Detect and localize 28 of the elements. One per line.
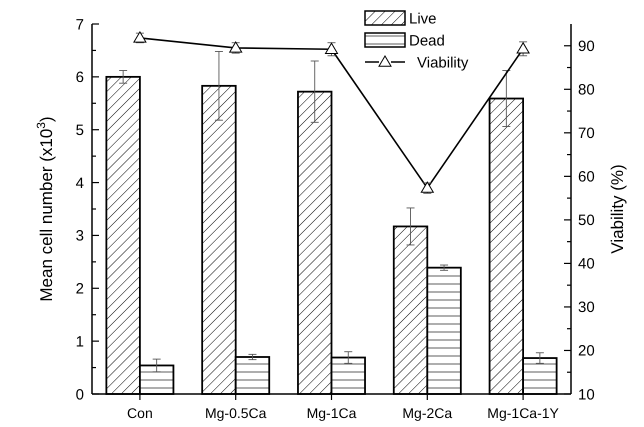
x-tick-label: Mg-2Ca	[402, 405, 452, 421]
y2-tick-label: 40	[578, 256, 595, 273]
y2-tick-label: 70	[578, 125, 595, 142]
point	[325, 42, 338, 54]
y2-tick-label: 90	[578, 38, 595, 56]
y2-tick-label: 10	[578, 386, 595, 404]
x-tick-label: Mg-1Ca	[306, 405, 357, 421]
y2-tick-label: 80	[578, 82, 595, 99]
y2-tick-label: 20	[578, 342, 595, 360]
x-tick-label: Mg-0.5Ca	[204, 405, 267, 421]
x-tick-label: Con	[127, 405, 153, 421]
y-tick-label: 7	[76, 16, 84, 34]
y2-tick-label: 60	[578, 168, 595, 186]
legend-label: Viability	[417, 54, 469, 72]
y-tick-label: 5	[76, 122, 84, 139]
y-tick-label: 3	[76, 228, 84, 245]
y2-tick-label: 50	[578, 212, 595, 230]
y-tick-label: 0	[76, 386, 84, 404]
y-tick-label: 6	[76, 69, 84, 86]
y-tick-label: 1	[76, 333, 84, 350]
legend-label: Dead	[409, 32, 445, 50]
x-tick-label: Mg-1Ca-1Y	[487, 405, 560, 421]
legend-label: Live	[409, 10, 437, 28]
y-tick-label: 4	[76, 174, 84, 192]
y2-axis-title: Viability (%)	[608, 164, 627, 254]
y2-tick-label: 30	[578, 299, 595, 316]
y-tick-label: 2	[76, 280, 84, 298]
point	[516, 42, 530, 54]
